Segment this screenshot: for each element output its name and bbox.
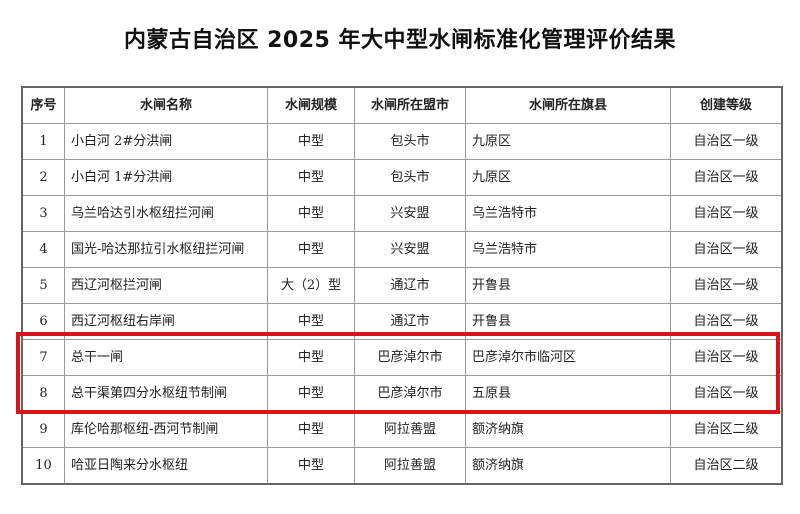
cell-grade: 自治区二级 [670, 411, 783, 448]
cell-gate-name: 总干一闸 [64, 339, 268, 376]
cell-gate-name: 库伦哈那枢纽-西河节制闸 [64, 411, 268, 448]
cell-scale: 中型 [267, 447, 355, 485]
table-row: 1 小白河 2#分洪闸 中型 包头市 九原区 自治区一级 [21, 123, 783, 160]
cell-grade: 自治区一级 [670, 195, 783, 232]
cell-index: 10 [21, 447, 65, 485]
cell-league-city: 巴彦淖尔市 [354, 339, 466, 376]
cell-gate-name: 哈亚日陶来分水枢纽 [64, 447, 268, 485]
cell-scale: 大（2）型 [267, 267, 355, 304]
cell-county: 九原区 [465, 123, 671, 160]
cell-grade: 自治区一级 [670, 231, 783, 268]
table-row: 4 国光-哈达那拉引水枢纽拦河闸 中型 兴安盟 乌兰浩特市 自治区一级 [21, 231, 783, 268]
cell-league-city: 阿拉善盟 [354, 447, 466, 485]
header-league-city: 水闸所在盟市 [354, 86, 466, 124]
cell-index: 2 [21, 159, 65, 196]
cell-gate-name: 乌兰哈达引水枢纽拦河闸 [64, 195, 268, 232]
cell-gate-name: 小白河 2#分洪闸 [64, 123, 268, 160]
cell-scale: 中型 [267, 231, 355, 268]
cell-league-city: 巴彦淖尔市 [354, 375, 466, 412]
table-row: 5 西辽河枢拦河闸 大（2）型 通辽市 开鲁县 自治区一级 [21, 267, 783, 304]
cell-scale: 中型 [267, 123, 355, 160]
cell-index: 5 [21, 267, 65, 304]
header-index: 序号 [21, 86, 65, 124]
cell-scale: 中型 [267, 375, 355, 412]
cell-grade: 自治区一级 [670, 123, 783, 160]
table-row: 2 小白河 1#分洪闸 中型 包头市 九原区 自治区一级 [21, 159, 783, 196]
cell-league-city: 兴安盟 [354, 195, 466, 232]
cell-scale: 中型 [267, 159, 355, 196]
table-row: 8 总干渠第四分水枢纽节制闸 中型 巴彦淖尔市 五原县 自治区一级 [21, 375, 783, 412]
cell-county: 巴彦淖尔市临河区 [465, 339, 671, 376]
cell-grade: 自治区二级 [670, 447, 783, 485]
cell-gate-name: 国光-哈达那拉引水枢纽拦河闸 [64, 231, 268, 268]
cell-index: 9 [21, 411, 65, 448]
cell-league-city: 通辽市 [354, 267, 466, 304]
highlight-box [16, 332, 780, 414]
cell-index: 3 [21, 195, 65, 232]
cell-county: 开鲁县 [465, 267, 671, 304]
header-grade: 创建等级 [670, 86, 783, 124]
cell-league-city: 兴安盟 [354, 231, 466, 268]
cell-league-city: 阿拉善盟 [354, 411, 466, 448]
cell-county: 乌兰浩特市 [465, 195, 671, 232]
cell-county: 九原区 [465, 159, 671, 196]
table-row: 7 总干一闸 中型 巴彦淖尔市 巴彦淖尔市临河区 自治区一级 [21, 339, 783, 376]
cell-grade: 自治区一级 [670, 159, 783, 196]
header-scale: 水闸规模 [267, 86, 355, 124]
cell-index: 1 [21, 123, 65, 160]
table-row: 9 库伦哈那枢纽-西河节制闸 中型 阿拉善盟 额济纳旗 自治区二级 [21, 411, 783, 448]
table-header-row: 序号 水闸名称 水闸规模 水闸所在盟市 水闸所在旗县 创建等级 [21, 86, 783, 124]
cell-grade: 自治区一级 [670, 267, 783, 304]
cell-county: 额济纳旗 [465, 447, 671, 485]
cell-scale: 中型 [267, 411, 355, 448]
cell-gate-name: 西辽河枢拦河闸 [64, 267, 268, 304]
table-row: 3 乌兰哈达引水枢纽拦河闸 中型 兴安盟 乌兰浩特市 自治区一级 [21, 195, 783, 232]
cell-index: 7 [21, 339, 65, 376]
cell-scale: 中型 [267, 195, 355, 232]
document-title: 内蒙古自治区 2025 年大中型水闸标准化管理评价结果 [123, 28, 677, 53]
cell-grade: 自治区一级 [670, 375, 783, 412]
header-county: 水闸所在旗县 [465, 86, 671, 124]
cell-league-city: 包头市 [354, 159, 466, 196]
cell-scale: 中型 [267, 339, 355, 376]
header-gate-name: 水闸名称 [64, 86, 268, 124]
cell-county: 五原县 [465, 375, 671, 412]
cell-county: 乌兰浩特市 [465, 231, 671, 268]
cell-index: 4 [21, 231, 65, 268]
cell-gate-name: 小白河 1#分洪闸 [64, 159, 268, 196]
results-table: 序号 水闸名称 水闸规模 水闸所在盟市 水闸所在旗县 创建等级 1 小白河 2#分… [21, 86, 783, 485]
table-row: 10 哈亚日陶来分水枢纽 中型 阿拉善盟 额济纳旗 自治区二级 [21, 447, 783, 485]
cell-county: 额济纳旗 [465, 411, 671, 448]
cell-league-city: 包头市 [354, 123, 466, 160]
